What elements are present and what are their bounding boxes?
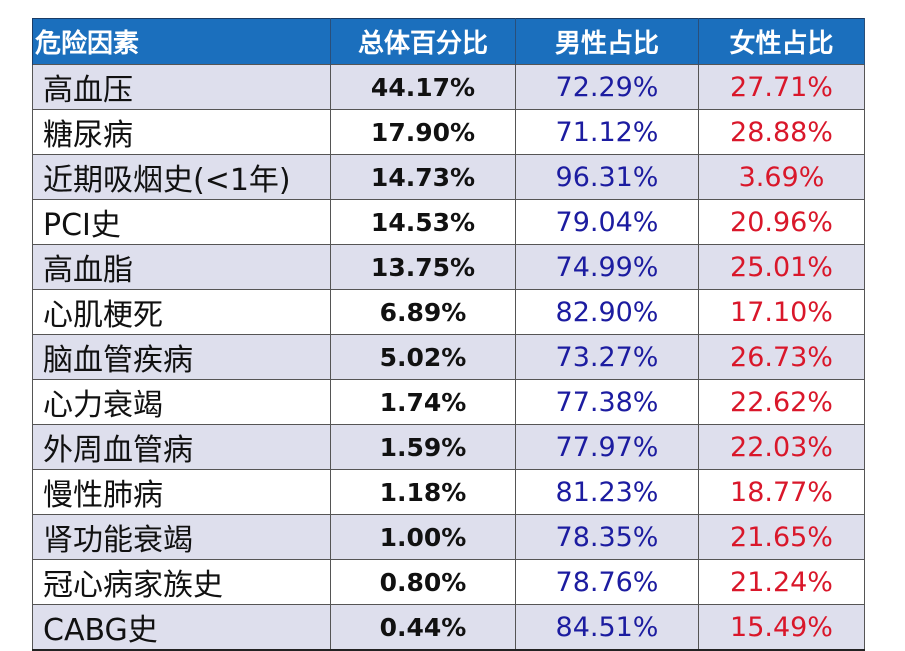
- female-percent-cell: 21.65%: [698, 514, 865, 560]
- header-risk-factor: 危险因素: [32, 18, 331, 65]
- female-percent-cell: 15.49%: [698, 604, 865, 651]
- risk-factor-cell: 高血压: [32, 64, 331, 110]
- total-percent-cell: 17.90%: [330, 109, 516, 155]
- risk-factor-cell: 肾功能衰竭: [32, 514, 331, 560]
- risk-factor-cell: 冠心病家族史: [32, 559, 331, 605]
- total-percent-cell: 6.89%: [330, 289, 516, 335]
- table-row: 高血压 44.17% 72.29% 27.71%: [32, 64, 865, 110]
- total-percent-cell: 1.74%: [330, 379, 516, 425]
- female-percent-cell: 17.10%: [698, 289, 865, 335]
- male-percent-cell: 78.35%: [515, 514, 699, 560]
- risk-factor-cell: 高血脂: [32, 244, 331, 290]
- female-percent-cell: 3.69%: [698, 154, 865, 200]
- header-male-percent: 男性占比: [515, 18, 699, 65]
- total-percent-cell: 13.75%: [330, 244, 516, 290]
- total-percent-cell: 1.59%: [330, 424, 516, 470]
- female-percent-cell: 28.88%: [698, 109, 865, 155]
- male-percent-cell: 74.99%: [515, 244, 699, 290]
- male-percent-cell: 73.27%: [515, 334, 699, 380]
- total-percent-cell: 1.00%: [330, 514, 516, 560]
- risk-factor-cell: 脑血管疾病: [32, 334, 331, 380]
- table-row: 心力衰竭 1.74% 77.38% 22.62%: [32, 379, 865, 425]
- risk-factor-cell: 近期吸烟史(<1年): [32, 154, 331, 200]
- male-percent-cell: 77.38%: [515, 379, 699, 425]
- male-percent-cell: 78.76%: [515, 559, 699, 605]
- female-percent-cell: 21.24%: [698, 559, 865, 605]
- header-row: 危险因素 总体百分比 男性占比 女性占比: [32, 18, 865, 65]
- header-total-percent: 总体百分比: [330, 18, 516, 65]
- total-percent-cell: 0.44%: [330, 604, 516, 651]
- female-percent-cell: 20.96%: [698, 199, 865, 245]
- table-row: 慢性肺病 1.18% 81.23% 18.77%: [32, 469, 865, 515]
- male-percent-cell: 96.31%: [515, 154, 699, 200]
- male-percent-cell: 82.90%: [515, 289, 699, 335]
- table-row: CABG史 0.44% 84.51% 15.49%: [32, 604, 865, 651]
- total-percent-cell: 14.53%: [330, 199, 516, 245]
- female-percent-cell: 22.62%: [698, 379, 865, 425]
- male-percent-cell: 71.12%: [515, 109, 699, 155]
- total-percent-cell: 5.02%: [330, 334, 516, 380]
- male-percent-cell: 81.23%: [515, 469, 699, 515]
- table-row: 糖尿病 17.90% 71.12% 28.88%: [32, 109, 865, 155]
- risk-factor-table: 危险因素 总体百分比 男性占比 女性占比 高血压 44.17% 72.29% 27.7…: [32, 18, 865, 651]
- table-row: 脑血管疾病 5.02% 73.27% 26.73%: [32, 334, 865, 380]
- table-row: 肾功能衰竭 1.00% 78.35% 21.65%: [32, 514, 865, 560]
- table-row: 高血脂 13.75% 74.99% 25.01%: [32, 244, 865, 290]
- male-percent-cell: 79.04%: [515, 199, 699, 245]
- risk-factor-cell: 心力衰竭: [32, 379, 331, 425]
- table-row: 心肌梗死 6.89% 82.90% 17.10%: [32, 289, 865, 335]
- table-row: 冠心病家族史 0.80% 78.76% 21.24%: [32, 559, 865, 605]
- total-percent-cell: 1.18%: [330, 469, 516, 515]
- risk-factor-cell: 糖尿病: [32, 109, 331, 155]
- table-row: 近期吸烟史(<1年) 14.73% 96.31% 3.69%: [32, 154, 865, 200]
- male-percent-cell: 84.51%: [515, 604, 699, 651]
- risk-factor-cell: 心肌梗死: [32, 289, 331, 335]
- table-row: PCI史 14.53% 79.04% 20.96%: [32, 199, 865, 245]
- female-percent-cell: 18.77%: [698, 469, 865, 515]
- table-row: 外周血管病 1.59% 77.97% 22.03%: [32, 424, 865, 470]
- risk-factor-cell: CABG史: [32, 604, 331, 651]
- risk-factor-cell: 慢性肺病: [32, 469, 331, 515]
- male-percent-cell: 77.97%: [515, 424, 699, 470]
- total-percent-cell: 0.80%: [330, 559, 516, 605]
- total-percent-cell: 44.17%: [330, 64, 516, 110]
- female-percent-cell: 26.73%: [698, 334, 865, 380]
- female-percent-cell: 25.01%: [698, 244, 865, 290]
- header-female-percent: 女性占比: [698, 18, 865, 65]
- total-percent-cell: 14.73%: [330, 154, 516, 200]
- risk-factor-cell: PCI史: [32, 199, 331, 245]
- female-percent-cell: 22.03%: [698, 424, 865, 470]
- risk-factor-cell: 外周血管病: [32, 424, 331, 470]
- male-percent-cell: 72.29%: [515, 64, 699, 110]
- female-percent-cell: 27.71%: [698, 64, 865, 110]
